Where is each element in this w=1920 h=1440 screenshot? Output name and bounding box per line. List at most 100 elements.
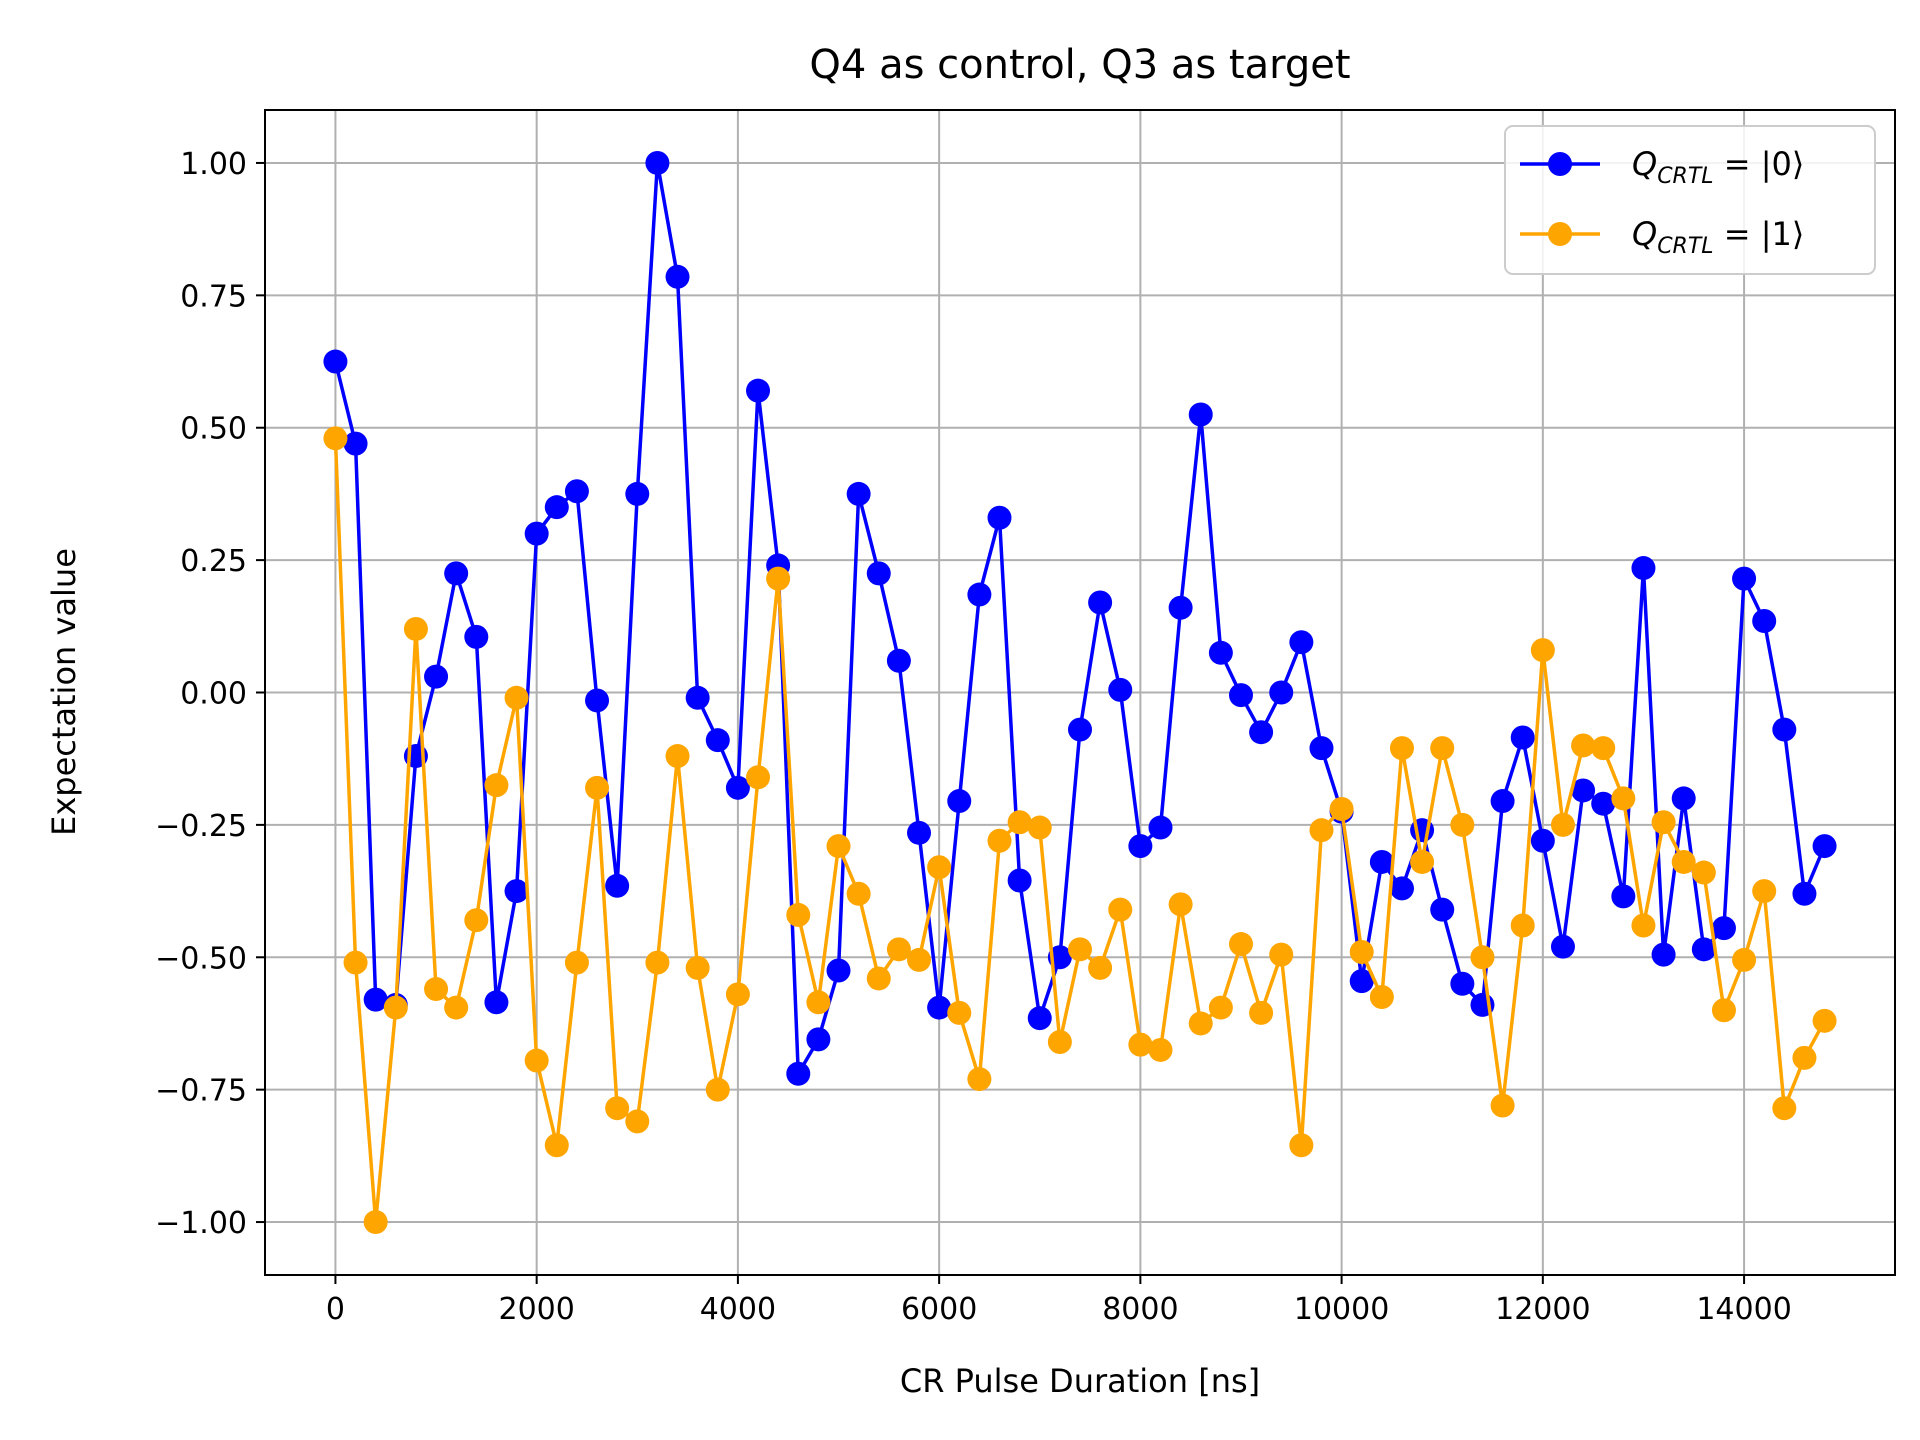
data-point <box>1007 868 1032 893</box>
data-point <box>363 1210 388 1235</box>
data-point <box>685 955 710 980</box>
data-point <box>444 561 469 586</box>
data-point <box>1108 897 1133 922</box>
data-point <box>1430 736 1455 761</box>
x-tick-label: 10000 <box>1294 1292 1389 1327</box>
data-point <box>826 834 851 859</box>
series-lines <box>323 150 1837 1235</box>
data-point <box>1450 812 1475 837</box>
data-point <box>424 664 449 689</box>
data-point <box>323 349 348 374</box>
data-point <box>846 481 871 506</box>
data-point <box>866 966 891 991</box>
data-point <box>1510 913 1535 938</box>
data-point <box>1228 932 1253 957</box>
data-point <box>625 481 650 506</box>
data-point <box>343 950 368 975</box>
data-point <box>1088 955 1113 980</box>
data-point <box>705 1077 730 1102</box>
data-point <box>1148 815 1173 840</box>
data-point <box>1450 971 1475 996</box>
data-point <box>1530 828 1555 853</box>
data-point <box>1410 849 1435 874</box>
data-point <box>1651 810 1676 835</box>
data-point <box>544 1133 569 1158</box>
data-point <box>1148 1037 1173 1062</box>
data-point <box>1772 1096 1797 1121</box>
data-point <box>1671 849 1696 874</box>
data-point <box>605 873 630 898</box>
data-point <box>967 1067 992 1092</box>
data-point <box>665 744 690 769</box>
data-point <box>1671 786 1696 811</box>
data-point <box>403 616 428 641</box>
data-point <box>866 561 891 586</box>
data-point <box>1369 984 1394 1009</box>
data-point <box>1772 717 1797 742</box>
data-point <box>1571 733 1596 758</box>
legend: QCRTL = |0⟩ QCRTL = |1⟩ <box>1504 125 1876 275</box>
data-point <box>826 958 851 983</box>
y-axis-ticks: 1.00 0.75 0.50 0.25 0.00 −0.25 −0.50 −0.75 −1.00 <box>155 147 265 1241</box>
data-point <box>444 995 469 1020</box>
data-point <box>1027 1006 1052 1031</box>
legend-item-0: QCRTL = |0⟩ <box>1520 145 1804 189</box>
x-tick-label: 8000 <box>1102 1292 1178 1327</box>
data-point <box>645 150 670 175</box>
data-point <box>1711 916 1736 941</box>
data-point <box>1752 609 1777 634</box>
data-point <box>1389 876 1414 901</box>
data-point <box>1591 736 1616 761</box>
data-point <box>907 820 932 845</box>
data-point <box>1208 995 1233 1020</box>
data-point <box>424 977 449 1002</box>
data-point <box>1651 942 1676 967</box>
data-point <box>1068 717 1092 742</box>
data-point <box>1329 797 1354 821</box>
plot-area-frame <box>264 109 1896 1276</box>
x-tick-label: 4000 <box>700 1292 776 1327</box>
data-point <box>363 987 388 1012</box>
data-point <box>1088 590 1113 615</box>
data-point <box>786 1061 811 1086</box>
data-point <box>1631 913 1656 938</box>
data-point <box>585 688 610 713</box>
data-point <box>886 937 911 962</box>
data-point <box>464 908 489 933</box>
legend-marker <box>1548 222 1572 246</box>
legend-label: QCRTL = |1⟩ <box>1632 215 1804 259</box>
y-axis-label: Expectation value <box>45 548 83 836</box>
data-point <box>1490 789 1515 814</box>
data-point <box>1349 939 1374 964</box>
y-tick-label: 0.75 <box>180 279 247 314</box>
data-point <box>886 648 911 673</box>
data-point <box>1269 680 1294 705</box>
data-point <box>484 773 509 798</box>
data-point <box>464 624 489 649</box>
data-point <box>1128 1032 1153 1057</box>
data-point <box>524 1048 549 1073</box>
data-point <box>1309 818 1334 843</box>
data-point <box>927 995 952 1020</box>
legend-items: QCRTL = |0⟩ QCRTL = |1⟩ <box>1520 145 1804 259</box>
data-point <box>564 479 589 504</box>
data-point <box>806 1027 831 1052</box>
data-point <box>1732 947 1757 972</box>
data-point <box>1691 860 1716 885</box>
data-point <box>1611 786 1636 811</box>
data-point <box>705 728 730 753</box>
data-point <box>806 990 831 1015</box>
data-point <box>1550 812 1575 837</box>
data-point <box>645 950 670 975</box>
series-0 <box>323 150 1837 1086</box>
x-tick-label: 2000 <box>498 1292 574 1327</box>
data-point <box>1188 402 1213 427</box>
data-point <box>343 431 368 456</box>
data-point <box>323 426 348 451</box>
data-point <box>1530 638 1555 663</box>
data-point <box>1228 683 1253 708</box>
data-point <box>1188 1011 1213 1036</box>
data-point <box>605 1096 630 1121</box>
data-point <box>967 582 992 607</box>
